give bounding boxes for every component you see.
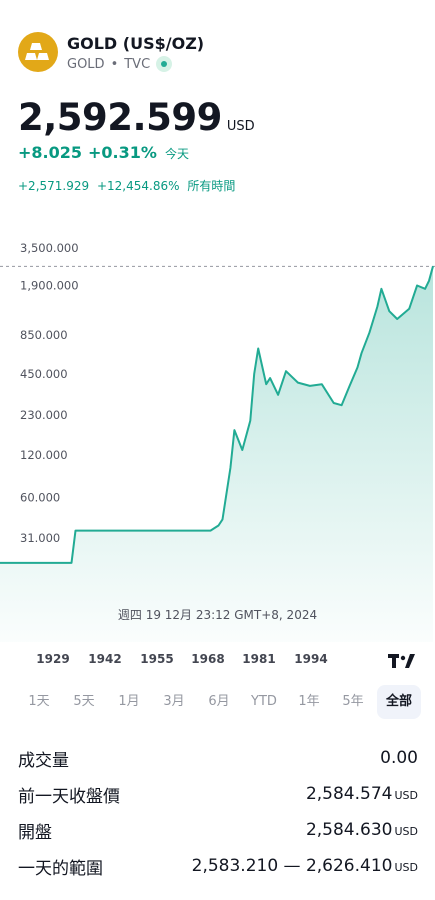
x-axis-year-label: 1929 bbox=[36, 652, 70, 666]
symbol-ticker: GOLD bbox=[67, 56, 105, 72]
all-time-period: 所有時間 bbox=[187, 179, 236, 193]
y-axis-label: 31.000 bbox=[20, 531, 60, 545]
price-series-line bbox=[0, 265, 434, 564]
range-button[interactable]: 5年 bbox=[342, 694, 364, 709]
range-button[interactable]: 5天 bbox=[73, 694, 95, 709]
y-axis-label: 230.000 bbox=[20, 408, 68, 422]
last-price: 2,592.599 bbox=[18, 96, 222, 139]
stat-unit: USD bbox=[394, 789, 418, 802]
symbol-title: GOLD (US$/OZ) bbox=[67, 34, 205, 53]
stat-label: 前一天收盤價 bbox=[18, 786, 120, 807]
market-live-dot-icon bbox=[156, 56, 173, 72]
y-axis-label: 850.000 bbox=[20, 328, 68, 342]
stat-value: 2,583.210 — 2,626.410 USD bbox=[191, 856, 418, 876]
range-button[interactable]: 3月 bbox=[163, 694, 185, 709]
range-button[interactable]: 全部 bbox=[377, 685, 421, 719]
price-chart[interactable]: 3,500.000 1,900.000 850.000 450.000 230.000 1… bbox=[0, 232, 435, 642]
price-area-fill bbox=[0, 266, 433, 642]
crosshair-datetime: 週四 19 12月 23:12 GMT+8, 2024 bbox=[117, 608, 318, 622]
all-time-absolute: +2,571.929 bbox=[18, 179, 90, 193]
stat-row: 開盤 2,584.630 USD bbox=[18, 812, 418, 848]
stat-value: 2,584.574 USD bbox=[305, 784, 418, 804]
y-axis-label: 1,900.000 bbox=[20, 278, 79, 292]
x-axis-years: 1929 1942 1955 1968 1981 1994 bbox=[0, 652, 435, 672]
stat-value: 0.00 bbox=[380, 748, 418, 768]
price-currency: USD bbox=[226, 119, 255, 134]
all-time-change-row: +2,571.929 +12,454.86% 所有時間 bbox=[18, 177, 239, 194]
x-axis-year-label: 1942 bbox=[88, 652, 122, 666]
daily-change-row: +8.025 +0.31% 今天 bbox=[18, 143, 189, 162]
range-button[interactable]: 1天 bbox=[28, 694, 50, 709]
range-button[interactable]: 6月 bbox=[208, 694, 230, 709]
stat-row: 前一天收盤價 2,584.574 USD bbox=[18, 776, 418, 812]
x-axis-year-label: 1994 bbox=[294, 652, 328, 666]
stat-unit: USD bbox=[394, 861, 418, 874]
range-button[interactable]: 1月 bbox=[118, 694, 140, 709]
x-axis-year-label: 1968 bbox=[191, 652, 225, 666]
range-button[interactable]: YTD bbox=[251, 694, 277, 709]
stat-row: 成交量 0.00 bbox=[18, 740, 418, 776]
stat-label: 開盤 bbox=[18, 822, 52, 843]
x-axis-year-label: 1981 bbox=[242, 652, 276, 666]
stat-row: 一天的範圍 2,583.210 — 2,626.410 USD bbox=[18, 848, 418, 884]
stat-value: 2,584.630 USD bbox=[305, 820, 418, 840]
change-absolute: +8.025 bbox=[18, 143, 83, 162]
y-axis-label: 120.000 bbox=[20, 448, 68, 462]
y-axis-label: 3,500.000 bbox=[20, 241, 79, 255]
stat-unit: USD bbox=[394, 825, 418, 838]
y-axis-label: 60.000 bbox=[20, 490, 60, 504]
stat-label: 成交量 bbox=[18, 750, 69, 771]
change-percent: +0.31% bbox=[88, 143, 157, 162]
y-axis-label: 450.000 bbox=[20, 367, 68, 381]
all-time-percent: +12,454.86% bbox=[96, 179, 180, 193]
stats-table: 成交量 0.00 前一天收盤價 2,584.574 USD 開盤 2,584.630 USD 一… bbox=[18, 740, 418, 884]
stat-label: 一天的範圍 bbox=[18, 858, 103, 879]
symbol-header: GOLD (US$/OZ) GOLD • TVC bbox=[18, 32, 418, 76]
separator-dot: • bbox=[110, 56, 119, 72]
exchange-name: TVC bbox=[124, 56, 151, 72]
change-period: 今天 bbox=[164, 147, 189, 161]
x-axis-year-label: 1955 bbox=[140, 652, 174, 666]
tradingview-logo-icon[interactable] bbox=[388, 653, 416, 673]
range-selector: 1天 5天 1月 3月 6月 YTD 1年 5年 全部 bbox=[16, 685, 426, 719]
range-button[interactable]: 1年 bbox=[298, 694, 320, 709]
price-row: 2,592.599 USD bbox=[18, 96, 255, 139]
gold-bars-icon bbox=[18, 32, 58, 72]
symbol-subtitle: GOLD • TVC bbox=[67, 56, 173, 72]
